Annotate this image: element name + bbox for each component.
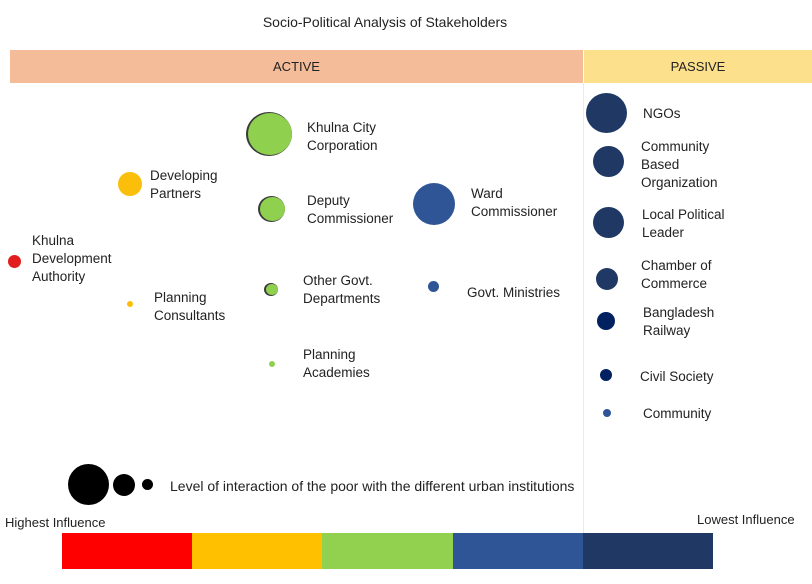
deputy-commissioner-dot xyxy=(260,197,285,221)
ward-commissioner-dot xyxy=(413,183,455,225)
railway-label: Bangladesh Railway xyxy=(643,305,715,338)
planning-consultants-label: Planning Consultants xyxy=(154,290,226,323)
highest-influence-label: Highest Influence xyxy=(5,515,106,530)
band-divider xyxy=(583,83,584,533)
planning-academies-label: Planning Academies xyxy=(303,347,370,380)
govt-ministries-label: Govt. Ministries xyxy=(467,285,561,300)
influence-bar-segment xyxy=(62,533,192,569)
lowest-influence-label: Lowest Influence xyxy=(697,512,795,527)
planning-academies-dot xyxy=(269,361,275,367)
local-political-label: Local Political Leader xyxy=(642,207,725,240)
ward-commissioner-label: Ward Commissioner xyxy=(471,186,558,219)
developing-partners-dot xyxy=(118,172,142,196)
legend-text: Level of interaction of the poor with th… xyxy=(170,478,575,494)
legend-large-dot xyxy=(68,464,109,505)
community-dot xyxy=(603,409,611,417)
active-band: ACTIVE xyxy=(10,50,583,83)
civil-society-label: Civil Society xyxy=(640,369,714,384)
passive-band: PASSIVE xyxy=(584,50,812,83)
chamber-label: Chamber of Commerce xyxy=(641,258,712,291)
influence-bar-segment xyxy=(453,533,583,569)
ngos-dot xyxy=(586,93,627,133)
local-political-dot xyxy=(593,207,624,238)
civil-society-dot xyxy=(600,369,612,381)
active-band-label: ACTIVE xyxy=(273,59,320,74)
kcc-dot xyxy=(248,113,292,155)
other-govt-dot xyxy=(266,284,278,295)
diagram-title: Socio-Political Analysis of Stakeholders xyxy=(262,14,508,30)
chamber-dot xyxy=(596,268,618,290)
kcc-label: Khulna City Corporation xyxy=(307,120,378,153)
kda-label: Khulna Development Authority xyxy=(32,233,112,284)
community-label: Community xyxy=(643,406,712,421)
planning-consultants-dot xyxy=(127,301,133,307)
kda-dot xyxy=(8,255,21,268)
legend-small-dot xyxy=(142,479,153,490)
railway-dot xyxy=(597,312,615,330)
influence-bar-segment xyxy=(322,533,453,569)
cbo-dot xyxy=(593,146,624,177)
developing-partners-label: Developing Partners xyxy=(150,168,218,201)
legend-medium-dot xyxy=(113,474,135,496)
influence-bar-segment xyxy=(192,533,322,569)
deputy-commissioner-label: Deputy Commissioner xyxy=(307,193,394,226)
other-govt-label: Other Govt. Departments xyxy=(303,273,381,306)
influence-bar-segment xyxy=(583,533,713,569)
passive-band-label: PASSIVE xyxy=(670,59,726,74)
cbo-label: Community Based Organization xyxy=(641,139,718,190)
govt-ministries-dot xyxy=(428,281,439,292)
ngos-label: NGOs xyxy=(643,106,681,121)
